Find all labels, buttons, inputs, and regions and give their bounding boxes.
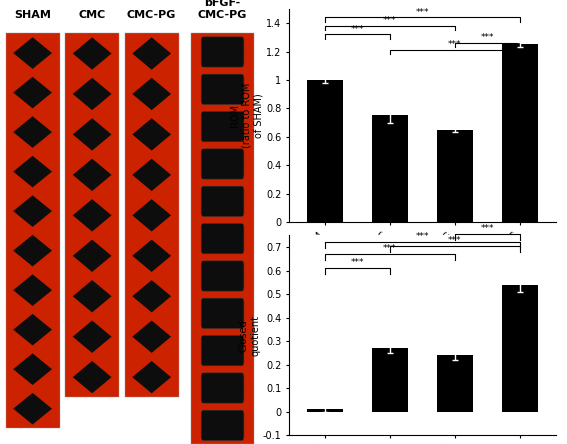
Polygon shape <box>73 280 112 313</box>
Polygon shape <box>132 118 171 151</box>
Polygon shape <box>73 78 112 110</box>
Text: CMC-PG: CMC-PG <box>127 10 176 20</box>
Polygon shape <box>13 195 52 227</box>
Bar <box>125 33 179 397</box>
Bar <box>437 355 473 412</box>
FancyBboxPatch shape <box>201 149 244 179</box>
Polygon shape <box>132 240 171 272</box>
Polygon shape <box>132 159 171 191</box>
FancyBboxPatch shape <box>201 74 244 104</box>
Polygon shape <box>73 240 112 272</box>
Bar <box>6 33 60 428</box>
Polygon shape <box>13 37 52 69</box>
Y-axis label: Closed
quotient: Closed quotient <box>238 315 260 356</box>
Bar <box>372 115 408 222</box>
Polygon shape <box>13 314 52 345</box>
Bar <box>192 33 254 444</box>
Bar <box>307 409 343 412</box>
Polygon shape <box>13 393 52 424</box>
Polygon shape <box>132 37 171 70</box>
Polygon shape <box>73 199 112 231</box>
Text: bFGF-
CMC-PG: bFGF- CMC-PG <box>198 0 247 20</box>
Polygon shape <box>132 280 171 313</box>
Bar <box>502 285 538 412</box>
Text: ***: *** <box>416 8 429 17</box>
Polygon shape <box>13 156 52 187</box>
Bar <box>65 33 119 397</box>
FancyBboxPatch shape <box>201 261 244 291</box>
Text: CMC: CMC <box>78 10 106 20</box>
Polygon shape <box>132 321 171 353</box>
Polygon shape <box>73 321 112 353</box>
Polygon shape <box>132 361 171 393</box>
Polygon shape <box>13 353 52 385</box>
FancyBboxPatch shape <box>201 223 244 254</box>
Polygon shape <box>73 361 112 393</box>
FancyBboxPatch shape <box>201 186 244 216</box>
Text: ***: *** <box>481 33 494 42</box>
Polygon shape <box>132 199 171 231</box>
FancyBboxPatch shape <box>201 111 244 142</box>
Text: ***: *** <box>448 40 462 49</box>
Polygon shape <box>73 159 112 191</box>
Text: ***: *** <box>416 232 429 241</box>
Text: ***: *** <box>481 224 494 233</box>
Y-axis label: ROM
(ratio to ROM
of SHAM): ROM (ratio to ROM of SHAM) <box>230 83 264 148</box>
Text: ***: *** <box>350 258 364 267</box>
Bar <box>437 130 473 222</box>
Text: SHAM: SHAM <box>14 10 51 20</box>
FancyBboxPatch shape <box>201 37 244 67</box>
Polygon shape <box>13 116 52 148</box>
Text: ***: *** <box>383 16 397 25</box>
Text: ***: *** <box>448 236 462 245</box>
FancyBboxPatch shape <box>201 298 244 329</box>
Bar <box>372 348 408 412</box>
Polygon shape <box>13 77 52 108</box>
Text: ***: *** <box>350 25 364 34</box>
Polygon shape <box>13 274 52 306</box>
Bar <box>502 44 538 222</box>
FancyBboxPatch shape <box>201 410 244 440</box>
Polygon shape <box>73 37 112 70</box>
FancyBboxPatch shape <box>201 373 244 403</box>
Text: ***: *** <box>383 244 397 253</box>
Polygon shape <box>132 78 171 110</box>
Polygon shape <box>73 118 112 151</box>
Polygon shape <box>13 235 52 266</box>
FancyBboxPatch shape <box>201 336 244 366</box>
Bar <box>307 80 343 222</box>
